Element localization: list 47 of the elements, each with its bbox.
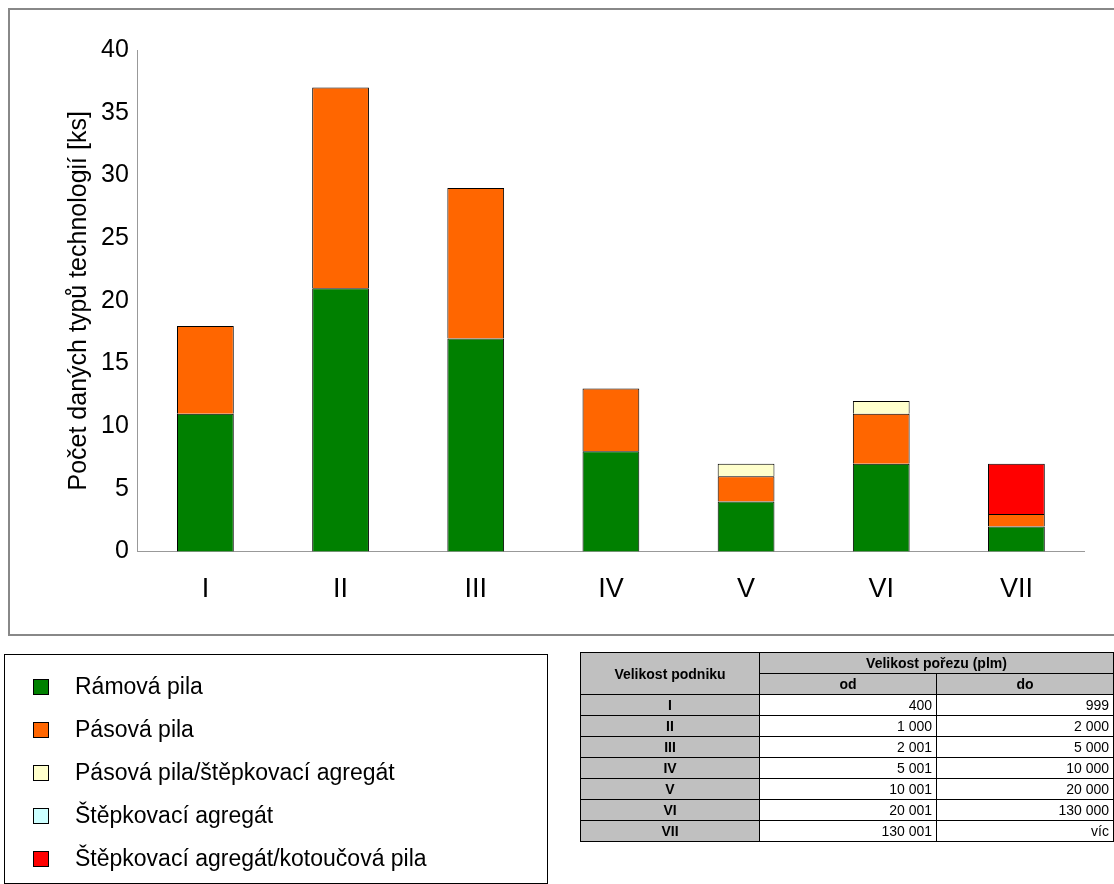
text: 10 000 — [1066, 760, 1109, 776]
text: víc — [1091, 823, 1109, 839]
text: 20 000 — [1066, 781, 1109, 797]
legend-label: Štěpkovací agregát — [75, 802, 274, 829]
category-label: od — [759, 673, 937, 695]
text: 1 000 — [896, 718, 932, 734]
x-tick-label: VII — [999, 573, 1033, 604]
y-tick-label: 30 — [101, 159, 129, 188]
legend-label: Pásová pila/štěpkovací agregát — [75, 759, 395, 786]
category-label: V — [665, 781, 675, 797]
category-label: IV — [663, 760, 677, 776]
text: 2 001 — [896, 739, 932, 755]
category-label: III — [664, 739, 676, 755]
text: 999 — [1085, 697, 1109, 713]
text: 130 001 — [881, 823, 932, 839]
y-tick-label: 35 — [101, 96, 129, 125]
text: 2 000 — [1073, 718, 1109, 734]
y-axis-title: Počet daných typů technologií [ks] — [62, 111, 91, 491]
y-tick-label: 10 — [101, 410, 129, 439]
y-tick-label: 25 — [101, 221, 129, 250]
category-label: VII — [661, 823, 679, 839]
text: 130 000 — [1058, 802, 1109, 818]
y-tick-label: 40 — [101, 33, 129, 62]
category-label: I — [668, 697, 672, 713]
y-tick-label: 20 — [101, 284, 129, 313]
x-tick-label: I — [201, 573, 210, 604]
category-label: VI — [663, 802, 677, 818]
x-tick-label: V — [737, 573, 756, 604]
y-tick-label: 15 — [101, 347, 129, 376]
text: 5 000 — [1073, 739, 1109, 755]
x-tick-label: IV — [598, 573, 624, 604]
y-tick-label: 5 — [114, 472, 129, 501]
text: 400 — [908, 697, 932, 713]
category-label: II — [666, 718, 674, 734]
x-tick-label: III — [464, 573, 487, 604]
text: 5 001 — [896, 760, 932, 776]
x-tick-label: II — [333, 573, 349, 604]
text: Velikost pořezu (plm) — [759, 652, 1114, 674]
category-label: do — [936, 673, 1114, 695]
legend-label: Rámová pila — [75, 673, 203, 700]
text: 10 001 — [889, 781, 932, 797]
legend-label: Pásová pila — [75, 716, 194, 743]
legend-label: Štěpkovací agregát/kotoučová pila — [75, 845, 427, 872]
x-tick-label: VI — [868, 573, 894, 604]
y-tick-label: 0 — [114, 535, 129, 564]
text: 20 001 — [889, 802, 932, 818]
text: Velikost podniku — [580, 652, 760, 695]
